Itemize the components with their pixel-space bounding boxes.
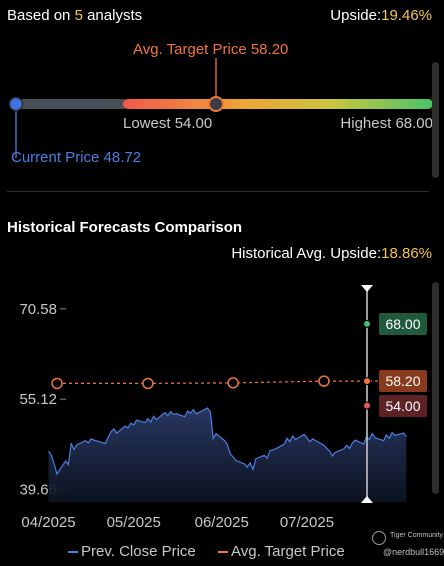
value-tag-54-00: 54.00 (379, 394, 427, 417)
crosshair-marker-dot (363, 319, 371, 328)
target-point[interactable] (142, 377, 154, 390)
analyst-count: 5 (74, 7, 83, 24)
target-point[interactable] (318, 375, 330, 387)
upside-text: Upside:19.46% (330, 7, 432, 25)
legend-avg-target: Avg. Target Price (218, 543, 345, 561)
history-title: Historical Forecasts Comparison (7, 219, 243, 236)
legend-swatch-prev-close (68, 551, 78, 554)
target-point[interactable] (227, 377, 239, 389)
analyst-range-gradient (123, 99, 433, 109)
value-tag-58-20: 58.20 (379, 370, 427, 393)
value-tag-68-00: 68.00 (379, 312, 427, 335)
x-tick-label: 06/2025 (195, 514, 249, 531)
tiger-logo-icon (372, 531, 386, 545)
x-tick-label: 04/2025 (21, 514, 75, 531)
price-area-fill (48, 408, 407, 502)
crosshair-top-handle[interactable] (361, 285, 373, 292)
range-track (10, 99, 128, 109)
scrollbar-chart[interactable] (432, 282, 439, 494)
watermark-brand: Tiger Community (390, 532, 444, 539)
section-divider (7, 191, 429, 192)
based-on-suffix: analysts (87, 7, 143, 24)
historical-upside-label: Historical Avg. Upside: (231, 245, 382, 262)
legend-swatch-avg-target (218, 551, 228, 554)
historical-upside-value: 18.86% (381, 245, 432, 262)
y-tick-label: 70.58 (19, 301, 57, 318)
avg-target-label: Avg. Target Price 58.20 (133, 41, 289, 58)
crosshair-bottom-handle[interactable] (361, 496, 373, 503)
crosshair-marker-dot (363, 401, 371, 410)
watermark-user: @nerdbull1669 (383, 547, 444, 557)
price-range-bar (8, 58, 433, 158)
upside-label: Upside: (330, 7, 382, 24)
current-price-label: Current Price 48.72 (11, 149, 142, 166)
target-point[interactable] (51, 377, 63, 390)
current-price-dot (8, 96, 24, 112)
series-line-prev-close (48, 407, 407, 476)
legend-prev-close-label: Prev. Close Price (81, 543, 196, 560)
y-tick-label: 55.12 (19, 391, 57, 408)
x-tick-label: 05/2025 (107, 514, 161, 531)
analyst-count-text: Based on 5 analysts (7, 7, 142, 25)
x-tick-label: 07/2025 (280, 514, 334, 531)
lowest-label: Lowest 54.00 (123, 115, 213, 132)
y-tick-label: 39.66 (19, 481, 57, 498)
scrollbar-top[interactable] (432, 62, 439, 178)
historical-upside-text: Historical Avg. Upside:18.86% (231, 245, 432, 263)
target-price-dot (208, 96, 224, 112)
crosshair-marker-dot (363, 377, 371, 386)
legend-prev-close: Prev. Close Price (68, 543, 196, 561)
upside-value: 19.46% (381, 7, 432, 24)
highest-label: Highest 68.00 (340, 115, 433, 132)
based-on-prefix: Based on (7, 7, 71, 24)
legend-avg-target-label: Avg. Target Price (231, 543, 345, 560)
